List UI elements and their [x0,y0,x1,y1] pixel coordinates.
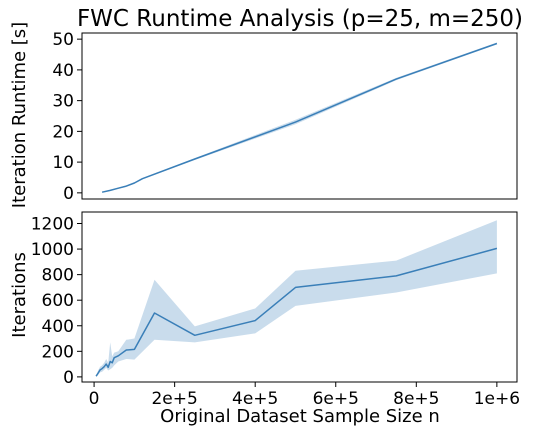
plot-frame [81,32,518,200]
x-axis-label: Original Dataset Sample Size n [160,406,440,427]
y-tick-label: 30 [52,92,74,112]
x-tick-label: 1e+6 [474,389,520,409]
y-tick-label: 50 [52,30,74,50]
y-tick-label: 0 [63,184,74,204]
y-tick-label: 10 [52,153,74,173]
y-tick-label: 400 [42,317,74,337]
x-tick-label: 8e+5 [393,389,439,409]
y-tick-label: 40 [52,61,74,81]
series-line [101,42,498,193]
y-tick-label: 1200 [31,215,74,235]
confidence-band [96,220,497,377]
y-tick-label: 20 [52,122,74,142]
x-tick-label: 6e+5 [313,389,359,409]
runtime-ylabel: Iteration Runtime [s] [9,22,30,208]
y-tick-label: 200 [42,342,74,362]
chart-title: FWC Runtime Analysis (p=25, m=250) [77,6,523,32]
runtime-panel: 0 10 20 30 40 50 [52,30,518,204]
plot-frame [81,211,518,383]
x-tick-label: 2e+5 [151,389,197,409]
iterations-panel: 0 200 400 600 800 1000 1200 0 2e+5 4e+5 6e+5 8e+5 1e… [31,211,520,409]
x-tick-label: 4e+5 [232,389,278,409]
x-tick-label: 0 [89,389,100,409]
y-tick-label: 800 [42,266,74,286]
y-tick-label: 0 [63,368,74,388]
iterations-ylabel: Iterations [9,252,30,338]
series-line [95,247,498,377]
y-tick-label: 1000 [31,240,74,260]
y-tick-label: 600 [42,291,74,311]
